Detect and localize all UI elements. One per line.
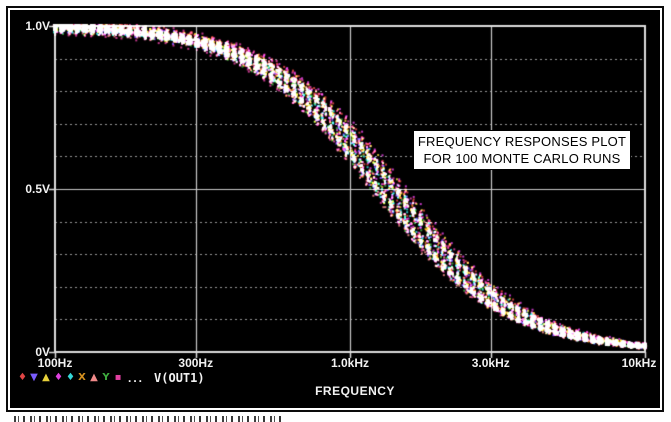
annotation-line-2: FOR 100 MONTE CARLO RUNS [423,151,621,166]
y-tick-label-0v: 0V [35,345,50,359]
x-tick-label-1khz: 1.0kHz [330,356,370,370]
x-axis-title: FREQUENCY [315,384,395,398]
plot-window-frame: 1.0V 0.5V 0V 100Hz 300Hz 1.0kHz 3.0kHz 1… [6,6,664,412]
x-tick-label-10khz: 10kHz [621,356,657,370]
legend-marker-y-shape: Y [102,372,110,383]
legend-trace-name: V(OUT1) [154,371,205,385]
legend-marker-triangle-down: ▼ [30,372,38,383]
cropped-caption-strip [14,416,282,422]
legend-marker-diamond: ♦ [66,372,75,383]
annotation-line-1: FREQUENCY RESPONSES PLOT [417,134,627,149]
legend-marker-diamond: ♦ [18,372,27,383]
legend-marker-triangle-up: ▲ [42,372,50,383]
trace-legend: ♦ ▼ ▲ ♦ ♦ X ▲ Y ▪... V(OUT1) [18,370,205,386]
y-tick-label-1v: 1.0V [25,19,50,33]
x-tick-label-300hz: 300Hz [178,356,214,370]
x-tick-label-3khz: 3.0kHz [471,356,510,370]
legend-marker-diamond: ♦ [54,372,63,383]
monte-carlo-plot-canvas [47,18,653,360]
legend-ellipsis: ... [128,371,145,385]
legend-marker-triangle-up: ▲ [90,372,98,383]
legend-marker-square-dot: ▪ [114,372,122,383]
y-tick-label-05v: 0.5V [25,182,50,196]
legend-marker-x-cross: X [78,372,86,383]
x-tick-label-100hz: 100Hz [37,356,73,370]
plot-screen: 1.0V 0.5V 0V 100Hz 300Hz 1.0kHz 3.0kHz 1… [10,10,660,408]
annotation-box: FREQUENCY RESPONSES PLOT FOR 100 MONTE C… [413,130,631,170]
